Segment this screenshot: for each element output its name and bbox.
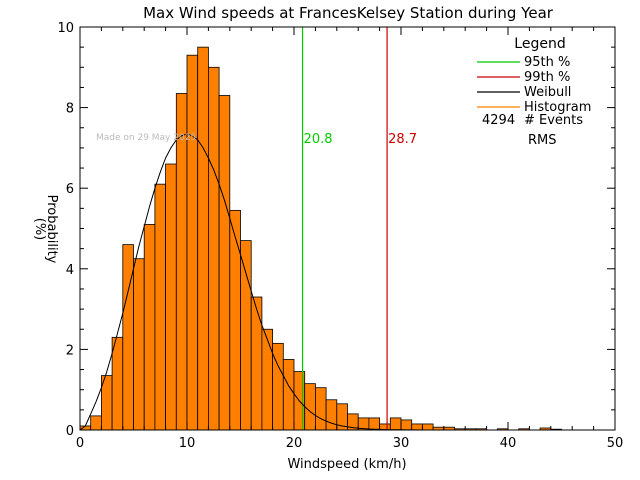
histogram-bar [175,93,188,431]
x-tick-label: 0 [76,436,84,451]
y-axis-ticks: 0 2 4 6 8 10 [57,21,615,439]
weibull-curve [79,133,434,431]
percentile-value-label: 28.7 [388,132,417,147]
y-tick-label: 0 [66,424,74,439]
legend-entry-label: Weibull [524,85,571,100]
histogram-bar [261,328,273,431]
y-axis-label-unit: (%) [32,218,47,241]
y-tick-label: 6 [66,182,74,197]
histogram-bar [389,417,402,431]
histogram-bar [111,336,124,431]
histogram-bar [314,387,327,431]
legend-events-count: 4294 [482,113,515,128]
histogram-bar [133,258,145,431]
x-tick-label: 30 [393,436,410,451]
histogram-bar [304,383,316,431]
histogram-bar [143,224,156,431]
watermark-text: Made on 29 May 2025 [96,133,196,143]
x-axis-ticks: 0 10 20 30 40 50 [76,27,623,451]
histogram-bar [282,359,295,431]
histogram-bar [197,46,209,431]
y-tick-label: 2 [66,343,74,358]
y-tick-label: 4 [66,263,74,278]
histogram-bar [90,415,102,431]
legend-events-label: # Events [524,113,583,128]
percentile-value-label: 20.8 [304,132,333,147]
legend-entry-label: 99th % [524,70,570,85]
legend-rms-label: RMS [528,133,557,148]
legend-title: Legend [514,36,565,52]
histogram-bars [79,46,562,431]
weibull-curve-line [79,133,434,431]
y-axis-label: Probability [44,195,59,264]
x-axis-label: Windspeed (km/h) [287,457,406,472]
legend-entry-label: Histogram [524,100,591,115]
y-tick-label: 8 [66,102,74,117]
histogram-bar [368,417,380,431]
histogram-bar [154,183,166,431]
histogram-bar [229,209,241,431]
histogram-bar [411,423,423,431]
chart-title: Max Wind speeds at FrancesKelsey Station… [143,4,554,22]
histogram-bar [325,399,338,431]
x-tick-label: 50 [607,436,624,451]
x-tick-label: 20 [286,436,303,451]
histogram-bar [122,244,134,431]
histogram-bar [218,95,231,431]
histogram-bar [250,296,263,431]
y-axis-label-word: Probability [44,195,59,264]
y-tick-label: 10 [57,21,74,36]
histogram-bar [421,423,434,431]
histogram-bar [186,54,199,431]
legend-entry-label: 95th % [524,55,570,70]
histogram-bar [207,66,220,431]
histogram-bar [400,419,413,431]
histogram-bar [165,163,177,431]
percentile-lines: 20.8 28.7 [301,27,417,430]
x-tick-label: 10 [179,436,196,451]
histogram-bar [240,240,252,431]
x-tick-label: 40 [500,436,517,451]
